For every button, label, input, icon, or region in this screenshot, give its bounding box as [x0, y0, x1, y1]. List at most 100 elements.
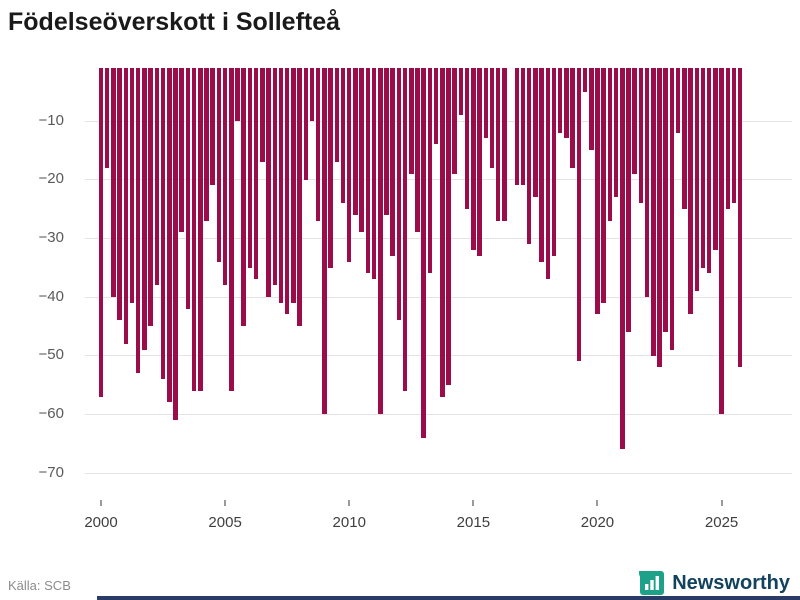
newsworthy-logo: Newsworthy [639, 570, 790, 596]
bottom-accent-strip [97, 596, 800, 600]
bar-2014-q1 [446, 68, 451, 385]
bar-2011-q4 [390, 68, 395, 256]
bar-2023-q3 [682, 68, 687, 209]
bar-2024-q3 [706, 68, 712, 274]
bar-2004-q4 [216, 68, 222, 262]
bar-2002-q4 [167, 68, 172, 403]
x-axis-label-2000: 2000 [84, 514, 118, 531]
bar-2008-q4 [315, 68, 321, 221]
bar-2005-q4 [241, 68, 246, 327]
bar-2010-q4 [365, 68, 371, 274]
bar-2020-q2 [601, 68, 606, 303]
bar-2001-q3 [135, 68, 141, 374]
bar-2011-q2 [378, 68, 383, 415]
x-tick-2025 [720, 500, 723, 506]
bar-2016-q4 [514, 68, 520, 186]
bar-2009-q1 [322, 68, 327, 415]
bar-2017-q3 [533, 68, 538, 198]
x-axis-label-2020: 2020 [580, 514, 615, 531]
gridline-y-60 [85, 414, 792, 416]
y-axis-label: −40 [38, 287, 64, 305]
bar-2021-q4 [638, 68, 644, 203]
y-axis-label: −60 [38, 405, 64, 423]
bar-2010-q2 [353, 68, 358, 215]
bar-2000-q4 [117, 68, 122, 321]
bar-2022-q4 [663, 68, 668, 332]
source-note: Källa: SCB [8, 578, 71, 593]
bar-2007-q2 [278, 68, 284, 303]
bar-2018-q2 [551, 68, 557, 256]
bar-2011-q1 [371, 68, 377, 280]
bar-2015-q3 [483, 68, 489, 139]
bar-2024-q1 [694, 68, 700, 291]
bar-2000-q2 [104, 68, 110, 168]
bar-2015-q1 [471, 68, 476, 250]
bar-2025-q3 [731, 68, 737, 203]
bar-2009-q2 [328, 68, 333, 268]
gridline-y-20 [85, 179, 792, 181]
bar-2003-q3 [185, 68, 191, 309]
bar-2022-q2 [651, 68, 656, 356]
x-tick-2015 [472, 500, 475, 506]
bar-2000-q3 [111, 68, 116, 297]
gridline-y-10 [85, 120, 792, 122]
bar-2021-q3 [632, 68, 637, 174]
gridline-y-30 [85, 238, 792, 240]
bar-2022-q3 [657, 68, 662, 368]
bar-2008-q3 [309, 68, 315, 121]
bar-2013-q1 [421, 68, 426, 438]
bar-2002-q3 [160, 68, 166, 379]
bar-2021-q1 [620, 68, 625, 450]
bar-2009-q3 [334, 68, 340, 162]
bar-2001-q1 [123, 68, 129, 344]
bar-2002-q1 [148, 68, 153, 327]
bar-2012-q3 [409, 68, 414, 174]
bar-2025-q4 [737, 68, 743, 368]
x-axis-label-2010: 2010 [332, 514, 366, 531]
x-tick-2005 [224, 500, 227, 506]
newsworthy-wordmark: Newsworthy [672, 571, 790, 594]
gridline-y-50 [85, 355, 792, 357]
bar-2019-q3 [582, 68, 588, 92]
bar-2013-q3 [433, 68, 439, 145]
bar-2022-q1 [644, 68, 650, 297]
x-axis-label-2005: 2005 [208, 514, 242, 531]
bar-2012-q2 [402, 68, 408, 391]
newsworthy-logo-icon [639, 570, 665, 596]
bar-2003-q2 [179, 68, 184, 233]
bar-2003-q4 [191, 68, 197, 391]
bar-2013-q4 [440, 68, 445, 397]
bar-2002-q2 [154, 68, 160, 286]
bar-2024-q4 [713, 68, 718, 250]
bar-2007-q3 [284, 68, 290, 315]
bar-2025-q1 [719, 68, 724, 415]
gridline-y-40 [85, 296, 792, 298]
bar-2005-q2 [229, 68, 234, 391]
bar-2007-q4 [291, 68, 296, 303]
bar-2006-q4 [266, 68, 271, 297]
bar-2009-q4 [340, 68, 346, 203]
gridline-y-70 [85, 472, 792, 474]
bar-2004-q2 [204, 68, 209, 221]
bar-2011-q3 [384, 68, 389, 215]
bar-2015-q2 [477, 68, 482, 256]
bar-2016-q1 [495, 68, 501, 221]
bar-2023-q2 [675, 68, 681, 133]
bar-2012-q1 [396, 68, 402, 321]
bar-2024-q2 [700, 68, 706, 268]
bar-2001-q2 [129, 68, 135, 303]
y-axis-label: −10 [38, 111, 64, 129]
bar-2018-q1 [545, 68, 551, 280]
bar-2000-q1 [98, 68, 104, 397]
x-tick-2010 [348, 500, 351, 506]
bar-2020-q1 [595, 68, 600, 315]
bar-2019-q1 [570, 68, 575, 168]
bar-2014-q2 [452, 68, 457, 174]
bar-2023-q4 [688, 68, 693, 315]
x-tick-2020 [596, 500, 599, 506]
x-axis-label-2015: 2015 [456, 514, 491, 531]
y-axis-label: −30 [38, 229, 64, 247]
bar-2017-q1 [520, 68, 526, 186]
bar-2007-q1 [272, 68, 278, 286]
bar-2004-q3 [210, 68, 215, 186]
